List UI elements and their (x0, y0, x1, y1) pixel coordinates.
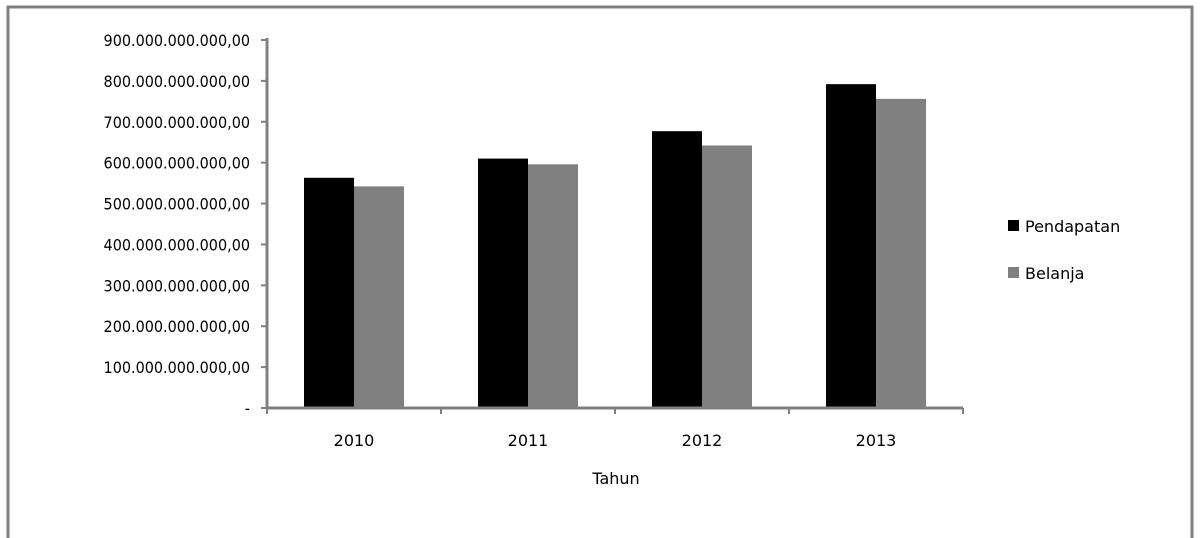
legend: Pendapatan Belanja (1008, 217, 1120, 283)
bar-pendapatan-2012 (652, 131, 702, 408)
y-axis-ticks: - 100.000.000.000,00 200.000.000.000,00 300… (104, 31, 267, 418)
bar-belanja-2012 (702, 145, 752, 408)
y-tick-label: 900.000.000.000,00 (104, 31, 250, 50)
y-tick-label: 200.000.000.000,00 (104, 317, 250, 336)
legend-label-belanja: Belanja (1025, 264, 1084, 283)
y-tick-label: 700.000.000.000,00 (104, 113, 250, 132)
x-tick-label: 2011 (508, 431, 549, 450)
x-tick-label: 2010 (334, 431, 375, 450)
bar-pendapatan-2013 (826, 84, 876, 408)
x-tick-label: 2013 (856, 431, 897, 450)
y-tick-label: 300.000.000.000,00 (104, 276, 250, 295)
y-tick-label: 600.000.000.000,00 (104, 154, 250, 173)
y-tick-label: - (245, 399, 250, 418)
bar-belanja-2013 (876, 98, 926, 408)
y-tick-label: 100.000.000.000,00 (104, 358, 250, 377)
x-axis-title: Tahun (591, 469, 639, 488)
legend-label-pendapatan: Pendapatan (1025, 217, 1120, 236)
legend-swatch-pendapatan (1008, 220, 1019, 231)
bar-pendapatan-2011 (478, 158, 528, 408)
bar-belanja-2010 (354, 186, 404, 408)
x-tick-label: 2012 (682, 431, 723, 450)
x-axis-ticks: 2010 2011 2012 2013 (266, 408, 964, 450)
y-tick-label: 500.000.000.000,00 (104, 195, 250, 214)
bar-belanja-2011 (528, 164, 578, 408)
y-tick-label: 800.000.000.000,00 (104, 72, 250, 91)
legend-swatch-belanja (1008, 267, 1019, 278)
y-tick-label: 400.000.000.000,00 (104, 235, 250, 254)
bar-pendapatan-2010 (304, 177, 354, 408)
bars-group (304, 84, 926, 408)
chart-frame (6, 5, 1194, 538)
